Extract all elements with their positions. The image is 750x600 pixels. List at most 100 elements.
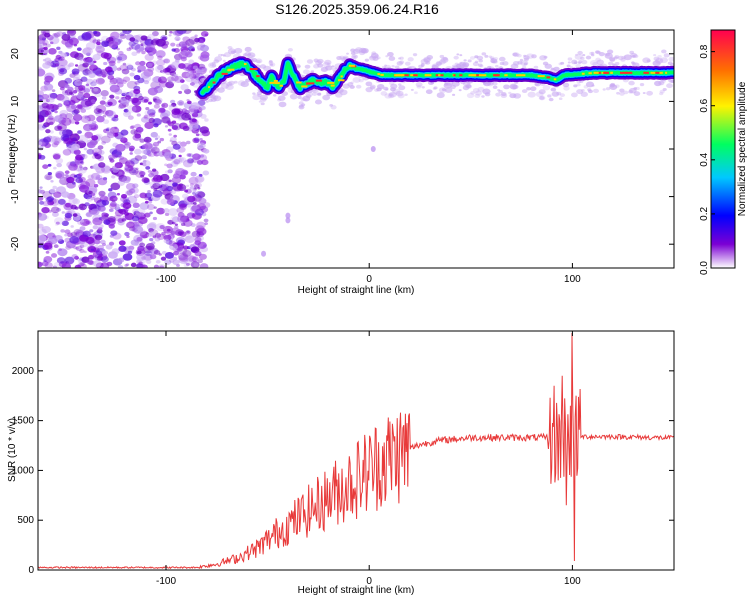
spectrogram-noise-cell <box>655 57 664 64</box>
spectrogram-noise-cell <box>653 53 657 57</box>
spectrogram-noise-cell <box>136 250 142 255</box>
spectrogram-noise-cell <box>395 90 404 97</box>
spectrogram-noise-cell <box>80 161 84 164</box>
snr-ytick-label: 1500 <box>12 416 35 427</box>
spectrogram-noise-cell <box>435 61 443 66</box>
spectrogram-noise-cell <box>74 159 80 164</box>
spectrogram-noise-cell <box>44 57 52 63</box>
spectrogram-noise-cell <box>151 77 160 83</box>
spectrogram-noise-cell <box>137 64 146 72</box>
spectrogram-noise-cell <box>144 142 153 150</box>
spectrogram-noise-cell <box>128 145 135 151</box>
spectrogram-noise-cell <box>100 90 109 97</box>
spectrogram-noise-cell <box>585 81 595 88</box>
spectrogram-noise-cell <box>326 62 330 65</box>
spectrogram-noise-cell <box>167 219 174 225</box>
spectrogram-noise-cell <box>616 91 620 95</box>
spectrogram-noise-cell <box>623 90 629 95</box>
spectrogram-noise-cell <box>118 172 122 176</box>
spectrogram-noise-cell <box>394 65 400 69</box>
spectrogram-noise-cell <box>52 153 61 160</box>
spectrogram-noise-cell <box>74 121 80 125</box>
spectrogram-noise-cell <box>98 190 106 197</box>
spectrogram-noise-cell <box>178 90 183 94</box>
spectrogram-noise-cell <box>178 141 182 144</box>
spectrogram-noise-cell <box>481 52 487 56</box>
spectrogram-noise-cell <box>155 135 161 139</box>
spectrogram-noise-cell <box>176 207 185 214</box>
spectrogram-noise-cell <box>188 255 197 263</box>
snr-frame <box>37 330 675 571</box>
spectrogram-noise-cell <box>90 172 101 180</box>
spectrogram-noise-cell <box>439 54 445 59</box>
spectrogram-noise-cell <box>42 62 51 69</box>
spectrogram-noise-cell <box>198 253 207 260</box>
spectrogram-noise-cell <box>119 33 127 39</box>
spectrogram-noise-cell <box>184 189 189 193</box>
spectrogram-noise-cell <box>101 165 112 174</box>
spectrogram-noise-cell <box>180 84 189 91</box>
spectrogram-noise-cell <box>550 87 557 92</box>
spectrogram-noise-cell <box>135 126 144 133</box>
spectrogram-noise-cell <box>384 93 393 99</box>
spectrogram-noise-cell <box>297 95 302 100</box>
spectrogram-noise-cell <box>59 86 65 91</box>
spectrogram-noise-cell <box>355 84 362 89</box>
spectrogram-noise-cell <box>159 224 165 230</box>
spectrogram-noise-cell <box>120 193 128 199</box>
spectrogram-noise-cell <box>121 91 127 96</box>
spectrogram-noise-cell <box>86 141 96 149</box>
spectrogram-noise-cell <box>53 32 61 38</box>
spectrogram-noise-cell <box>42 164 49 169</box>
spectrogram-noise-cell <box>173 159 181 165</box>
spectrogram-noise-cell <box>212 95 219 100</box>
spectrogram-noise-cell <box>130 239 139 246</box>
spectrogram-noise-cell <box>156 151 163 156</box>
spectrogram-noise-cell <box>569 66 574 69</box>
spectrogram-noise-cell <box>573 61 578 65</box>
spectrogram-noise-cell <box>82 62 89 68</box>
spectrogram-noise-cell <box>53 34 59 39</box>
spectrogram-noise-cell <box>101 199 110 206</box>
spectrogram-noise-cell <box>52 265 58 268</box>
snr-xtick-label: -100 <box>156 576 176 587</box>
spectrogram-noise-cell <box>156 233 165 241</box>
spectrogram-noise-cell <box>619 91 625 96</box>
spectrogram-noise-cell <box>49 130 54 134</box>
spectrogram-noise-cell <box>64 170 70 175</box>
spectrogram-noise-cell <box>182 159 193 168</box>
spectrogram-noise-cell <box>580 89 585 92</box>
spectrogram-noise-cell <box>93 87 99 92</box>
spectrogram-noise-cell <box>157 264 166 268</box>
spectrogram-noise-cell <box>495 92 501 97</box>
spectrogram-noise-cell <box>385 88 389 91</box>
spectrogram-noise-cell <box>109 84 120 93</box>
spectrogram-noise-cell <box>146 44 156 52</box>
snr-ytick-label: 500 <box>17 515 34 526</box>
spectrogram-noise-cell <box>204 118 209 122</box>
colorbar-ticks: 0.0 0.2 0.4 0.6 0.8 <box>699 44 715 275</box>
spectrogram-noise-cell <box>204 222 208 225</box>
spectrogram-noise-cell <box>277 98 282 102</box>
spectrogram-noise-cell <box>610 82 616 87</box>
spectrogram-noise-cell <box>57 126 63 130</box>
spectrogram-noise-cell <box>208 62 217 69</box>
spectrogram-noise-cell <box>105 109 114 117</box>
spectrogram-noise-cell <box>139 60 146 66</box>
spectrogram-noise-cell <box>250 55 254 58</box>
spectrogram-noise-cell <box>376 87 382 92</box>
spectrogram-noise-cell <box>191 204 202 213</box>
spectrogram-noise-cell <box>164 187 169 191</box>
spectrogram-noise-cell <box>49 92 58 99</box>
spectrogram-noise-cell <box>56 257 66 264</box>
spectrogram-noise-cell <box>146 233 152 238</box>
spectrogram-noise-cell <box>50 253 58 258</box>
spectrogram-noise-cell <box>143 115 148 119</box>
spectrogram-noise-cell <box>43 242 53 250</box>
spectrogram-noise-cell <box>139 146 143 149</box>
spectrogram-noise-cell <box>38 68 46 77</box>
spectrogram-noise-cell <box>77 134 88 143</box>
spectrogram-noise-cell <box>466 92 475 99</box>
spectrogram-noise-cell <box>71 71 76 75</box>
spectrogram-noise-cell <box>397 57 402 60</box>
